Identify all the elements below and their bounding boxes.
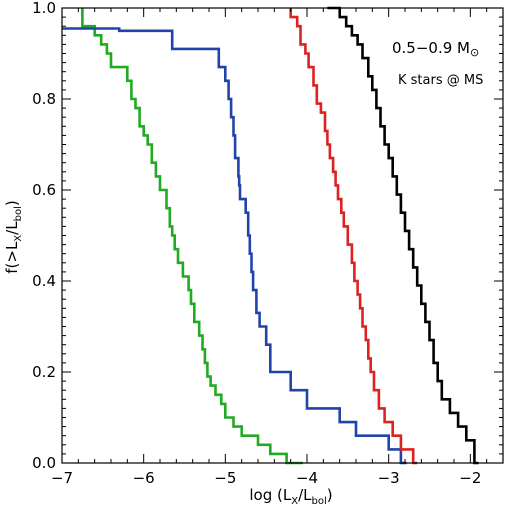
- x-tick-label: −6: [133, 469, 155, 487]
- series-line-4: [327, 6, 479, 465]
- y-axis-label: f(>LX/Lbol): [3, 200, 24, 273]
- x-tick-label: −4: [296, 469, 318, 487]
- series-line-2: [62, 27, 407, 465]
- y-tick-label: 1.0: [32, 0, 56, 17]
- sun-symbol: ⊙: [470, 46, 479, 59]
- x-axis-label: log (LX/Lbol): [249, 486, 332, 507]
- x-tick-label: −3: [378, 469, 400, 487]
- tick-layer: −7 −6 −5 −4 −3 −2 0.0 0.2 0.4 0.6 0.8 1.0: [32, 0, 504, 487]
- x-tick-label: −7: [51, 469, 73, 487]
- stage-annotation: K stars @ MS: [398, 73, 483, 88]
- series-line-3: [289, 8, 418, 465]
- series-layer: [62, 6, 479, 465]
- y-tick-label: 0.4: [32, 272, 56, 290]
- y-tick-label: 0.0: [32, 454, 56, 472]
- x-tick-label: −5: [214, 469, 236, 487]
- mass-range-annotation: 0.5−0.9 M⊙: [392, 39, 479, 59]
- y-tick-label: 0.8: [32, 90, 56, 108]
- y-tick-label: 0.2: [32, 363, 56, 381]
- x-tick-label: −2: [459, 469, 481, 487]
- series-line-1: [81, 8, 303, 465]
- y-tick-label: 0.6: [32, 181, 56, 199]
